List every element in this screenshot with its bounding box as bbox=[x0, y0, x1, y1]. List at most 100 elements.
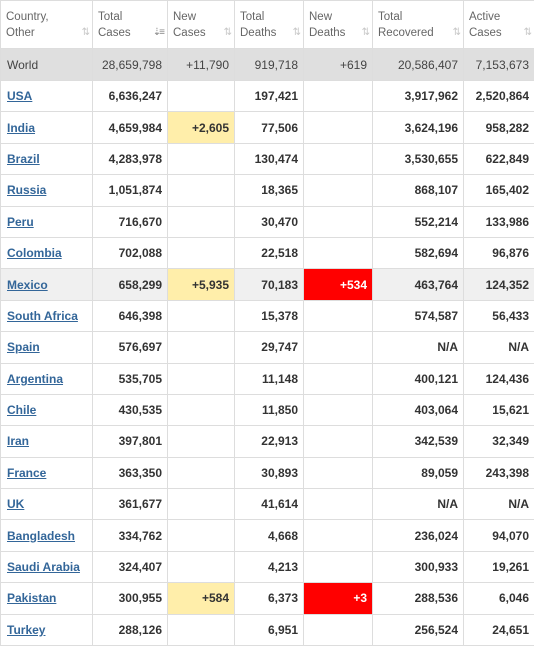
total-cases-cell: 658,299 bbox=[92, 268, 168, 301]
total-deaths-cell: 919,718 bbox=[234, 48, 304, 81]
country-link[interactable]: USA bbox=[7, 89, 33, 104]
table-row: Mexico 658,299 +5,935 70,183 +534 463,764 124,… bbox=[0, 268, 534, 301]
country-name: Brazil bbox=[0, 142, 93, 176]
header-total-recovered[interactable]: Total Recovered ⇅ bbox=[372, 0, 464, 49]
active-cases-cell: 243,398 bbox=[463, 456, 534, 490]
new-cases-cell bbox=[167, 79, 235, 113]
country-link[interactable]: Argentina bbox=[7, 371, 64, 386]
country-name: Turkey bbox=[0, 613, 93, 647]
table-row: UK 361,677 41,614 N/A N/A bbox=[0, 488, 534, 521]
table-header-row: Country, Other ⇅ Total Cases ⇣≡ New Case… bbox=[0, 0, 534, 49]
total-cases-cell: 300,955 bbox=[92, 582, 168, 615]
total-deaths-cell: 30,893 bbox=[234, 456, 304, 490]
new-cases-cell bbox=[167, 519, 235, 552]
total-deaths-cell: 15,378 bbox=[234, 299, 304, 333]
new-deaths-cell bbox=[303, 393, 373, 427]
table-row: USA 6,636,247 197,421 3,917,962 2,520,864 bbox=[0, 79, 534, 113]
total-recovered-cell: 256,524 bbox=[372, 613, 464, 647]
country-link[interactable]: Russia bbox=[7, 183, 47, 198]
total-recovered-cell: 403,064 bbox=[372, 393, 464, 427]
country-link[interactable]: India bbox=[7, 120, 36, 135]
active-cases-cell: 133,986 bbox=[463, 205, 534, 238]
new-deaths-cell bbox=[303, 613, 373, 647]
total-recovered-cell: 20,586,407 bbox=[372, 48, 464, 81]
country-link[interactable]: Peru bbox=[7, 214, 34, 229]
country-name: Pakistan bbox=[0, 582, 93, 615]
total-cases-cell: 576,697 bbox=[92, 331, 168, 364]
new-cases-cell: +2,605 bbox=[167, 111, 235, 144]
new-deaths-cell bbox=[303, 236, 373, 270]
new-cases-cell: +5,935 bbox=[167, 268, 235, 301]
sort-both-icon[interactable]: ⇅ bbox=[223, 27, 233, 38]
new-cases-cell bbox=[167, 613, 235, 647]
total-deaths-cell: 41,614 bbox=[234, 488, 304, 521]
new-cases-cell bbox=[167, 299, 235, 333]
total-recovered-cell: 288,536 bbox=[372, 582, 464, 615]
active-cases-cell: 622,849 bbox=[463, 142, 534, 176]
country-link[interactable]: Iran bbox=[7, 434, 30, 449]
sort-both-icon[interactable]: ⇅ bbox=[81, 27, 91, 38]
country-name: Russia bbox=[0, 174, 93, 207]
total-cases-cell: 4,659,984 bbox=[92, 111, 168, 144]
country-link[interactable]: France bbox=[7, 465, 47, 480]
country-name: Iran bbox=[0, 425, 93, 458]
country-link[interactable]: Mexico bbox=[7, 277, 48, 292]
country-link[interactable]: UK bbox=[7, 497, 25, 512]
total-deaths-cell: 30,470 bbox=[234, 205, 304, 238]
sort-both-icon[interactable]: ⇅ bbox=[523, 27, 533, 38]
total-cases-cell: 702,088 bbox=[92, 236, 168, 270]
header-new-deaths[interactable]: New Deaths ⇅ bbox=[303, 0, 373, 49]
country-link[interactable]: Brazil bbox=[7, 151, 40, 166]
total-cases-cell: 716,670 bbox=[92, 205, 168, 238]
header-active-cases[interactable]: Active Cases ⇅ bbox=[463, 0, 534, 49]
header-total-cases[interactable]: Total Cases ⇣≡ bbox=[92, 0, 168, 49]
total-recovered-cell: 236,024 bbox=[372, 519, 464, 552]
total-deaths-cell: 6,951 bbox=[234, 613, 304, 647]
total-cases-cell: 4,283,978 bbox=[92, 142, 168, 176]
total-recovered-cell: 300,933 bbox=[372, 550, 464, 584]
header-total-deaths[interactable]: Total Deaths ⇅ bbox=[234, 0, 304, 49]
active-cases-cell: 958,282 bbox=[463, 111, 534, 144]
country-name: UK bbox=[0, 488, 93, 521]
active-cases-cell: 2,520,864 bbox=[463, 79, 534, 113]
total-cases-cell: 288,126 bbox=[92, 613, 168, 647]
new-cases-cell bbox=[167, 456, 235, 490]
total-cases-cell: 535,705 bbox=[92, 362, 168, 395]
new-cases-cell: +11,790 bbox=[167, 48, 235, 81]
new-cases-cell bbox=[167, 174, 235, 207]
total-deaths-cell: 4,668 bbox=[234, 519, 304, 552]
active-cases-cell: 7,153,673 bbox=[463, 48, 534, 81]
country-link[interactable]: Pakistan bbox=[7, 591, 57, 606]
country-link[interactable]: Colombia bbox=[7, 246, 62, 261]
new-deaths-cell bbox=[303, 550, 373, 584]
header-new-cases[interactable]: New Cases ⇅ bbox=[167, 0, 235, 49]
active-cases-cell: N/A bbox=[463, 331, 534, 364]
new-deaths-cell bbox=[303, 488, 373, 521]
country-link[interactable]: Spain bbox=[7, 340, 40, 355]
country-link[interactable]: Turkey bbox=[7, 622, 46, 637]
table-row: Russia 1,051,874 18,365 868,107 165,402 bbox=[0, 174, 534, 207]
new-deaths-cell bbox=[303, 331, 373, 364]
sort-both-icon[interactable]: ⇅ bbox=[292, 27, 302, 38]
country-link[interactable]: Saudi Arabia bbox=[7, 560, 80, 575]
new-deaths-cell bbox=[303, 519, 373, 552]
new-cases-cell bbox=[167, 362, 235, 395]
sort-both-icon[interactable]: ⇅ bbox=[452, 27, 462, 38]
sort-desc-active-icon[interactable]: ⇣≡ bbox=[152, 27, 165, 38]
country-link[interactable]: South Africa bbox=[7, 308, 78, 323]
sort-both-icon[interactable]: ⇅ bbox=[361, 27, 371, 38]
total-recovered-cell: N/A bbox=[372, 488, 464, 521]
country-link[interactable]: Bangladesh bbox=[7, 528, 76, 543]
new-deaths-cell: +534 bbox=[303, 268, 373, 301]
total-recovered-cell: 463,764 bbox=[372, 268, 464, 301]
total-recovered-cell: 574,587 bbox=[372, 299, 464, 333]
new-cases-cell bbox=[167, 331, 235, 364]
header-country[interactable]: Country, Other ⇅ bbox=[0, 0, 93, 49]
world-total-row: World 28,659,798 +11,790 919,718 +619 20… bbox=[0, 48, 534, 81]
country-name: Peru bbox=[0, 205, 93, 238]
new-cases-cell bbox=[167, 488, 235, 521]
active-cases-cell: 165,402 bbox=[463, 174, 534, 207]
country-link[interactable]: Chile bbox=[7, 403, 37, 418]
country-name: Chile bbox=[0, 393, 93, 427]
total-deaths-cell: 11,148 bbox=[234, 362, 304, 395]
